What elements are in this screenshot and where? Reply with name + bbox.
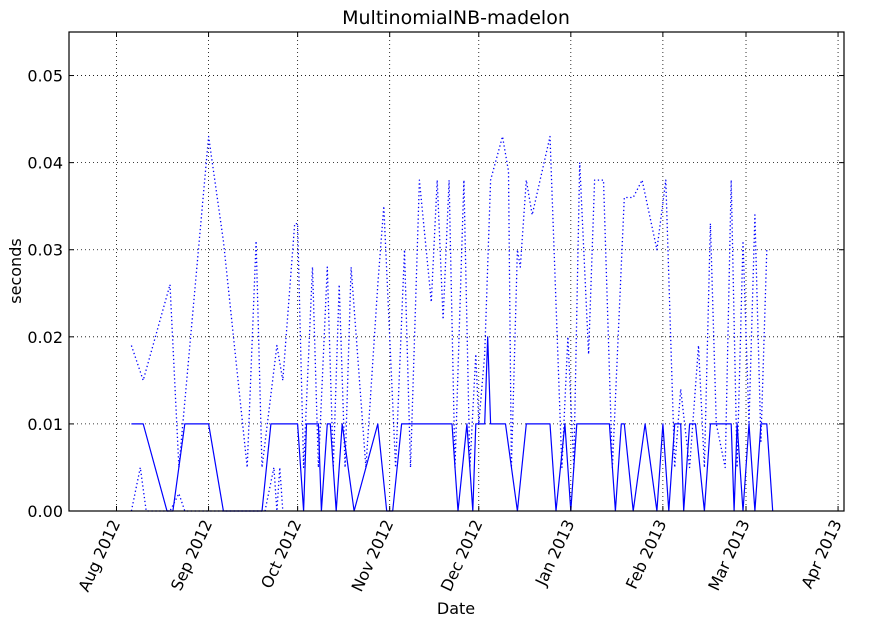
- y-axis-label: seconds: [6, 238, 25, 303]
- y-tick-label: 0.04: [27, 154, 63, 173]
- series-line-3: [130, 135, 768, 469]
- y-tick-label: 0.00: [27, 502, 63, 521]
- series-line-1: [131, 336, 774, 512]
- tick-marks: [69, 32, 844, 512]
- y-tick-label: 0.01: [27, 415, 63, 434]
- x-axis-label: Date: [437, 599, 475, 618]
- y-tick-labels: 0.00 0.01 0.02 0.03 0.04 0.05: [27, 67, 63, 521]
- chart-title: MultinomialNB-madelon: [342, 7, 570, 29]
- y-tick-label: 0.03: [27, 241, 63, 260]
- y-tick-label: 0.02: [27, 328, 63, 347]
- y-tick-label: 0.05: [27, 67, 63, 86]
- plot-frame: [68, 31, 845, 512]
